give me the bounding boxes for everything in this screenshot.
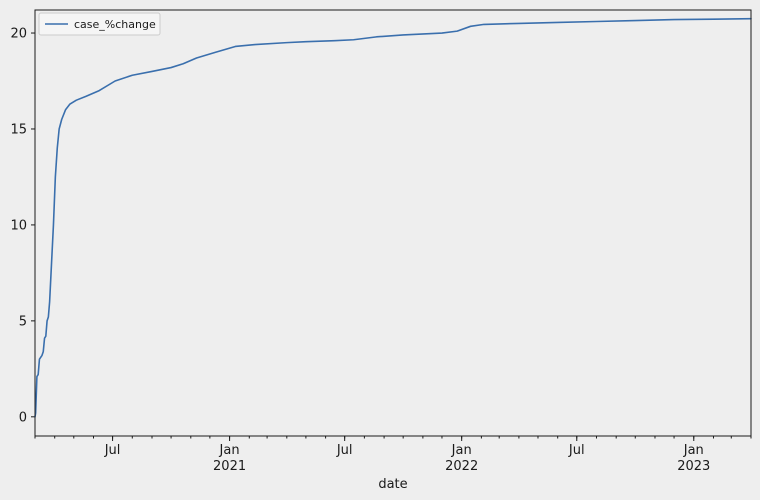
legend-label: case_%change bbox=[74, 18, 156, 31]
x-axis-label: date bbox=[378, 477, 407, 492]
y-tick-label: 15 bbox=[10, 122, 27, 137]
legend: case_%change bbox=[38, 12, 161, 36]
plot-area bbox=[35, 10, 751, 436]
x-tick-label: Jul bbox=[336, 443, 353, 458]
x-tick-label: Jan bbox=[683, 443, 704, 458]
x-tick-label: Jul bbox=[104, 443, 121, 458]
x-tick-year-label: 2022 bbox=[445, 459, 478, 474]
plot-frame bbox=[34, 9, 752, 437]
y-tick-label: 10 bbox=[10, 218, 27, 233]
series-layer bbox=[34, 17, 752, 418]
x-tick-label: Jan bbox=[451, 443, 472, 458]
x-tick-year-label: 2021 bbox=[213, 459, 246, 474]
x-tick-year-label: 2023 bbox=[677, 459, 710, 474]
series-line bbox=[34, 17, 752, 418]
y-tick-label: 5 bbox=[19, 314, 27, 329]
legend-box bbox=[38, 12, 161, 36]
x-tick-label: Jul bbox=[568, 443, 585, 458]
x-tick-label: Jan bbox=[219, 443, 240, 458]
y-tick-label: 20 bbox=[10, 27, 27, 42]
y-tick-label: 0 bbox=[19, 410, 27, 425]
y-axis: 0 5 10 15 20 bbox=[10, 27, 35, 425]
